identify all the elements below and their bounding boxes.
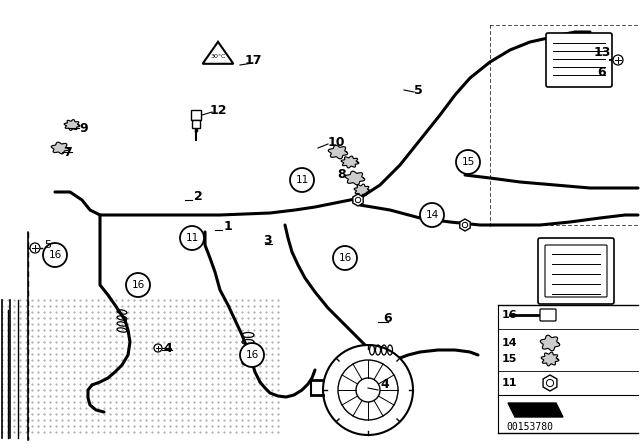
- FancyBboxPatch shape: [538, 238, 614, 304]
- Text: 15: 15: [502, 354, 517, 364]
- Circle shape: [30, 243, 40, 253]
- Text: 16: 16: [339, 253, 351, 263]
- Text: 11: 11: [186, 233, 198, 243]
- Circle shape: [154, 344, 162, 352]
- Polygon shape: [541, 352, 559, 366]
- Text: 11: 11: [296, 175, 308, 185]
- Circle shape: [43, 243, 67, 267]
- FancyBboxPatch shape: [546, 33, 612, 87]
- Circle shape: [333, 246, 357, 270]
- Text: 14: 14: [502, 338, 518, 348]
- Text: 2: 2: [194, 190, 202, 203]
- Text: 16: 16: [49, 250, 61, 260]
- Text: 15: 15: [461, 157, 475, 167]
- Circle shape: [126, 273, 150, 297]
- Circle shape: [323, 345, 413, 435]
- Text: 16: 16: [131, 280, 145, 290]
- Text: 4: 4: [381, 379, 389, 392]
- Text: 16: 16: [245, 350, 259, 360]
- Text: 17: 17: [244, 53, 262, 66]
- Text: 11: 11: [502, 378, 518, 388]
- Circle shape: [420, 203, 444, 227]
- Bar: [191, 110, 201, 120]
- Polygon shape: [51, 142, 68, 154]
- Circle shape: [240, 343, 264, 367]
- Text: 12: 12: [209, 103, 227, 116]
- Text: 5: 5: [413, 83, 422, 96]
- Text: 14: 14: [426, 210, 438, 220]
- Circle shape: [180, 226, 204, 250]
- Circle shape: [613, 55, 623, 65]
- Polygon shape: [508, 403, 563, 417]
- Text: 5: 5: [45, 240, 51, 250]
- Polygon shape: [328, 145, 348, 159]
- FancyBboxPatch shape: [540, 309, 556, 321]
- Polygon shape: [460, 219, 470, 231]
- Bar: [192, 120, 200, 128]
- Polygon shape: [540, 335, 560, 351]
- Text: 10: 10: [327, 135, 345, 148]
- Polygon shape: [341, 156, 359, 168]
- Text: 6: 6: [598, 65, 606, 78]
- Circle shape: [456, 150, 480, 174]
- Text: 3: 3: [264, 233, 272, 246]
- Polygon shape: [346, 171, 365, 185]
- Polygon shape: [354, 184, 370, 196]
- Text: 6: 6: [384, 311, 392, 324]
- Text: 00153780: 00153780: [506, 422, 553, 432]
- Text: 16: 16: [502, 310, 518, 320]
- Text: 7: 7: [63, 146, 72, 159]
- Polygon shape: [543, 375, 557, 391]
- Text: 9: 9: [80, 121, 88, 134]
- Circle shape: [290, 168, 314, 192]
- Text: 30°C: 30°C: [211, 55, 226, 60]
- Polygon shape: [64, 120, 80, 130]
- Text: 1: 1: [223, 220, 232, 233]
- Text: 13: 13: [593, 46, 611, 59]
- Text: 8: 8: [338, 168, 346, 181]
- Text: 4: 4: [164, 341, 172, 354]
- Polygon shape: [353, 194, 363, 206]
